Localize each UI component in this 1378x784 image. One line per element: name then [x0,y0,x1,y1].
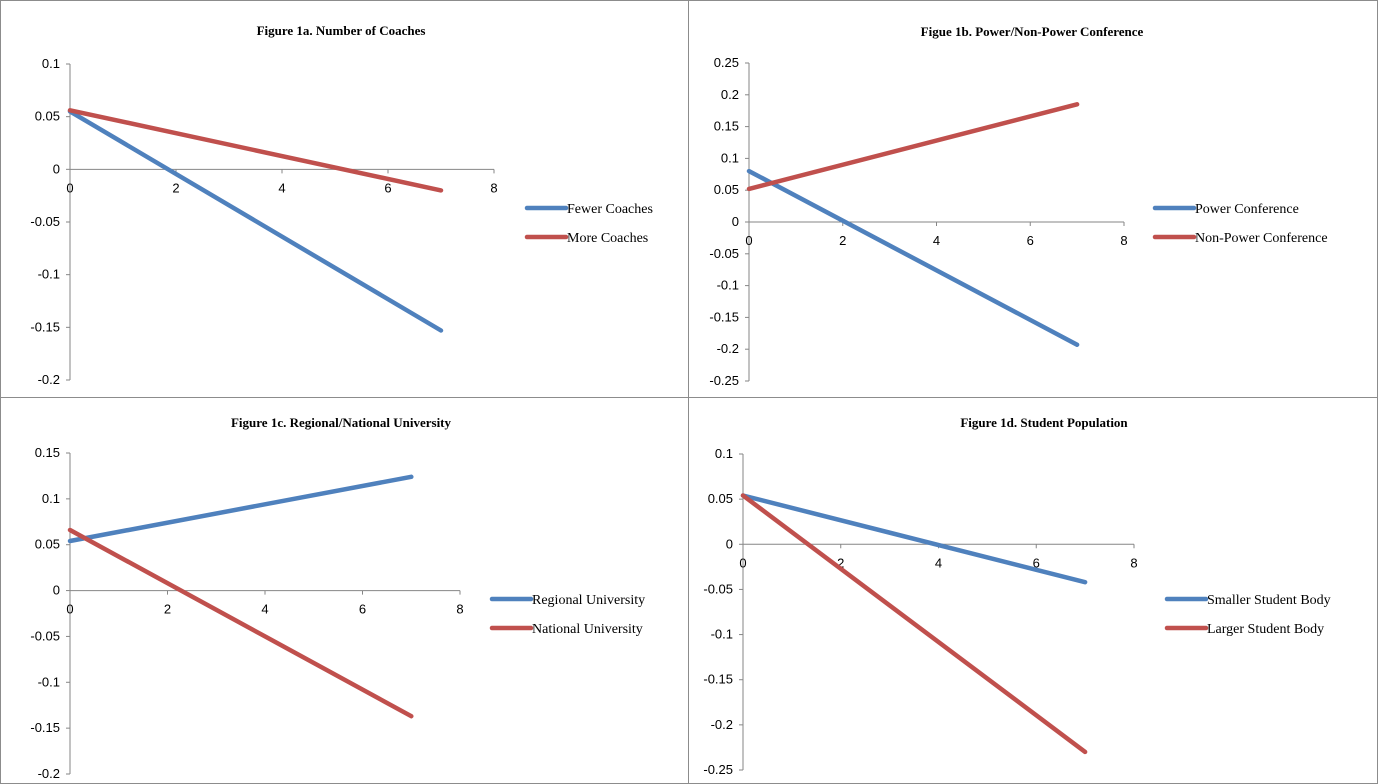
y-tick-label: 0 [726,536,733,551]
x-tick-label: 0 [66,180,73,195]
y-tick-label: -0.2 [717,341,739,356]
figure-1c-chart: Figure 1c. Regional/National University … [30,415,645,781]
y-tick-label: -0.25 [703,762,733,777]
x-tick-label: 8 [1120,233,1127,248]
legend-label-national-university: National University [532,622,643,637]
x-tick-label: 8 [490,180,497,195]
x-tick-label: 2 [837,555,844,570]
x-tick-label: 4 [261,602,268,617]
chart-title: Figure 1d. Student Population [960,415,1128,430]
legend-label-regional-university: Regional University [532,593,645,608]
chart-title: Figure 1c. Regional/National University [231,415,452,430]
y-tick-label: -0.05 [30,628,60,643]
y-tick-label: -0.1 [38,674,60,689]
y-tick-label: 0.1 [715,446,733,461]
series-line-power-conference [746,168,1080,347]
x-tick-label: 2 [839,233,846,248]
y-tick-label: 0 [53,161,60,176]
x-tick-label: 2 [164,602,171,617]
y-tick-label: -0.1 [717,278,739,293]
x-tick-label: 4 [933,233,940,248]
series-line-larger-student-body [740,493,1088,755]
legend-label-larger-student-body: Larger Student Body [1207,622,1324,637]
figure-1c-panel: Figure 1c. Regional/National University … [0,397,689,784]
y-tick-label: 0.05 [714,182,739,197]
y-tick-label: 0.15 [714,119,739,134]
figure-1d-panel: Figure 1d. Student Population 0.1 0.05 0 -0… [688,397,1378,784]
x-tick-label: 4 [278,180,285,195]
figure-1a-panel: Figure 1a. Number of Coaches 0.1 0.05 0 -0.… [0,0,689,398]
x-tick-label: 0 [745,233,752,248]
legend-label-power-conference: Power Conference [1195,202,1299,217]
y-tick-label: -0.05 [703,581,733,596]
figure-1a-chart: Figure 1a. Number of Coaches 0.1 0.05 0 -0.… [30,23,653,387]
chart-title: Figue 1b. Power/Non-Power Conference [921,24,1144,39]
series-line-national-university [67,527,414,719]
x-tick-label: 0 [739,555,746,570]
x-tick-label: 6 [1027,233,1034,248]
y-tick-label: 0 [53,583,60,598]
legend-label-fewer-coaches: Fewer Coaches [567,202,653,217]
y-tick-label: -0.15 [703,672,733,687]
x-tick-label: 6 [384,180,391,195]
y-tick-label: -0.05 [30,214,60,229]
y-tick-label: 0.1 [721,150,739,165]
x-tick-label: 2 [172,180,179,195]
y-tick-label: -0.2 [711,717,733,732]
chart-title: Figure 1a. Number of Coaches [257,23,426,38]
x-tick-label: 4 [935,555,942,570]
y-tick-label: -0.1 [38,267,60,282]
y-tick-label: 0.1 [42,56,60,71]
y-tick-label: -0.05 [709,246,739,261]
figure-1b-panel: Figue 1b. Power/Non-Power Conference 0.2… [688,0,1378,398]
x-tick-label: 8 [1130,555,1137,570]
figure-1d-chart: Figure 1d. Student Population 0.1 0.05 0 -0… [703,415,1331,777]
y-tick-label: -0.1 [711,627,733,642]
series-line-regional-university [67,474,414,544]
y-tick-label: -0.2 [38,766,60,781]
y-tick-label: 0.05 [35,109,60,124]
y-tick-label: 0.2 [721,87,739,102]
x-tick-label: 6 [359,602,366,617]
x-tick-label: 0 [66,602,73,617]
series-line-fewer-coaches [67,109,444,333]
y-tick-label: 0.05 [35,537,60,552]
y-tick-label: 0.15 [35,445,60,460]
y-tick-label: -0.15 [30,319,60,334]
y-tick-label: -0.2 [38,372,60,387]
y-tick-label: 0.05 [708,491,733,506]
y-tick-label: 0.25 [714,55,739,70]
y-tick-label: -0.15 [30,720,60,735]
y-tick-label: -0.25 [709,373,739,388]
y-tick-label: 0.1 [42,491,60,506]
legend-label-non-power-conference: Non-Power Conference [1195,231,1328,246]
x-tick-label: 6 [1033,555,1040,570]
x-tick-label: 8 [456,602,463,617]
y-tick-label: 0 [732,214,739,229]
series-line-smaller-student-body [740,493,1088,585]
series-line-more-coaches [67,108,444,193]
figure-1b-chart: Figue 1b. Power/Non-Power Conference 0.2… [709,24,1328,388]
legend-label-smaller-student-body: Smaller Student Body [1207,593,1331,608]
series-line-non-power-conference [746,102,1080,192]
y-tick-label: -0.15 [709,309,739,324]
legend-label-more-coaches: More Coaches [567,231,648,246]
